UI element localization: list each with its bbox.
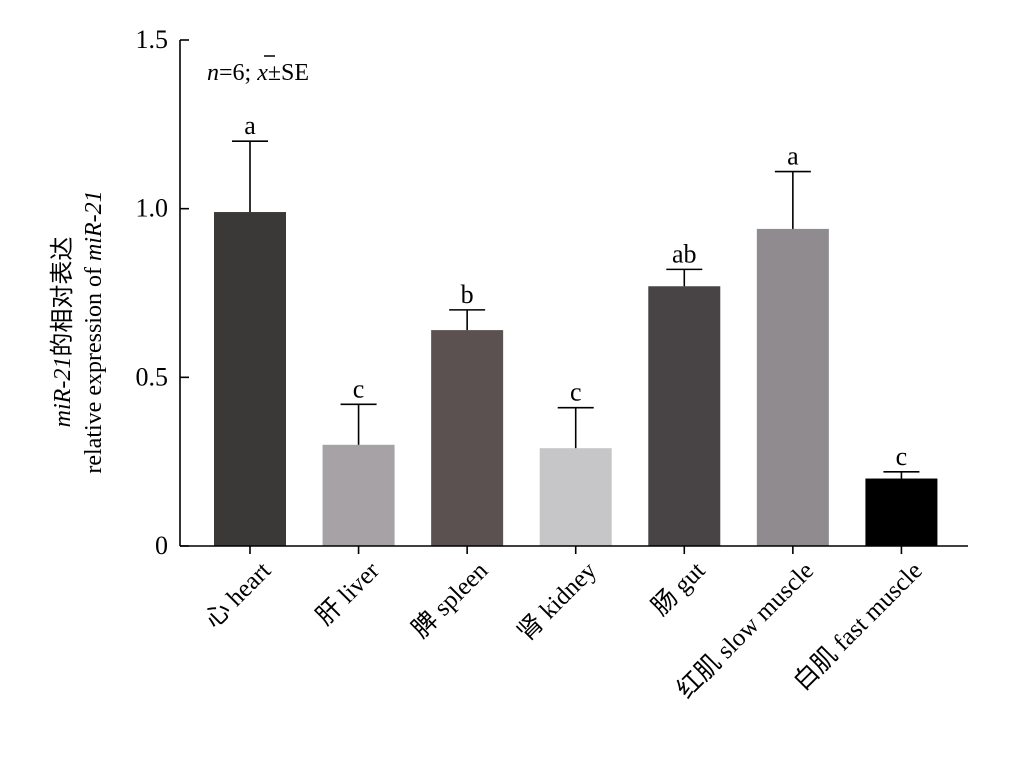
significance-label: c <box>570 378 582 407</box>
bar-0 <box>214 212 286 547</box>
significance-label: a <box>787 142 799 171</box>
y-tick-label: 0 <box>155 531 168 560</box>
bar-3 <box>539 448 612 546</box>
x-tick-label: 心 heart <box>200 557 277 634</box>
bar-5 <box>756 228 829 546</box>
bar-1 <box>322 444 395 546</box>
error-bars <box>232 140 920 479</box>
y-tick-label: 0.5 <box>136 362 169 391</box>
x-tick-label: 肠 gut <box>647 557 711 621</box>
significance-label: c <box>896 442 908 471</box>
x-tick-label: 肝 liver <box>311 557 385 631</box>
significance-labels: a c b c ab a c <box>244 111 907 471</box>
bars <box>214 212 938 547</box>
significance-label: a <box>244 111 256 140</box>
y-axis-label-line2: relative expression of miR-21 <box>81 190 107 473</box>
y-tick-label: 1.0 <box>136 194 169 223</box>
y-axis-label-line1: miR-21的相对表达 <box>49 237 76 428</box>
sample-annotation: n=6; x±SE <box>207 60 309 86</box>
bar-4 <box>648 286 721 546</box>
significance-label: ab <box>672 239 697 268</box>
bar-6 <box>865 478 938 546</box>
bar-2 <box>431 330 504 546</box>
significance-label: c <box>353 374 365 403</box>
y-axis-label: miR-21的相对表达 relative expression of miR-2… <box>49 190 107 473</box>
x-tick-label: 脾 spleen <box>406 556 493 643</box>
axes: 0 0.5 1.0 1.5 <box>136 25 968 560</box>
y-tick-label: 1.5 <box>136 25 169 54</box>
significance-label: b <box>461 280 474 309</box>
x-tick-label: 肾 kidney <box>513 557 603 647</box>
